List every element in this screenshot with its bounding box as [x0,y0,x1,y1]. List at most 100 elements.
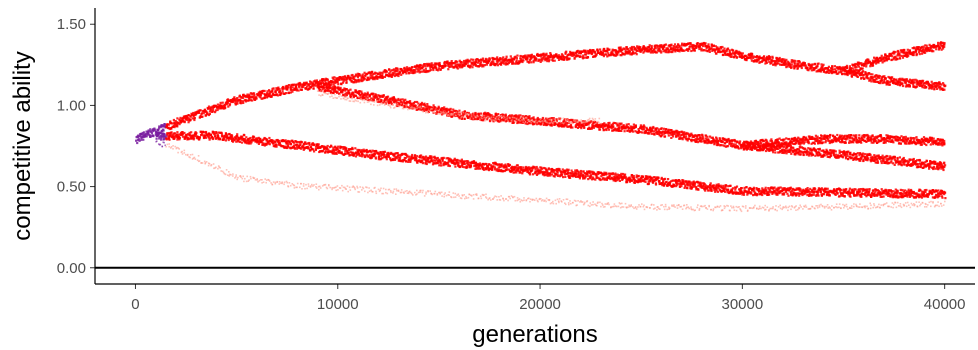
data-point [466,61,469,64]
data-point [464,63,467,66]
data-point [866,155,869,158]
data-point [704,134,708,137]
data-point [803,150,806,153]
data-point [498,59,501,62]
data-point [174,122,177,125]
data-point [674,48,677,51]
data-point [865,61,868,64]
data-point [814,134,817,137]
data-point [785,141,788,144]
data-point [765,59,768,62]
data-point [819,140,822,144]
data-point [592,124,595,127]
data-point [539,123,542,126]
data-point [620,122,623,125]
data-point [606,55,609,58]
data-point [942,47,945,50]
data-point [626,47,629,51]
data-point [802,153,805,157]
data-point [672,45,675,48]
data-point [465,115,468,118]
data-point [504,115,507,118]
data-point [488,57,491,60]
data-point [718,138,721,141]
data-point [372,95,375,98]
data-point [541,116,544,120]
data-point [496,64,500,67]
data-point [933,83,936,86]
data-point [694,137,697,140]
data-point [662,50,665,53]
data-point [650,132,653,135]
data-point [685,133,688,136]
data-point [295,87,298,90]
data-point [358,80,361,83]
data-point [783,62,786,65]
data-point [868,152,871,156]
data-point [634,124,637,127]
data-point [618,48,621,51]
data-point [810,63,813,66]
data-point [792,140,795,143]
data-point [668,128,671,132]
data-point [879,82,882,85]
data-point [510,57,513,60]
data-point [596,125,599,129]
data-point [632,45,636,49]
data-point [741,55,744,58]
data-point [782,148,785,151]
data-point [704,141,707,144]
data-point [244,100,248,103]
data-point [630,47,634,50]
data-point [887,56,890,59]
data-point [698,47,701,51]
data-point [822,63,825,66]
data-point [853,158,856,161]
data-point [431,63,434,67]
data-point [307,83,310,86]
data-point [515,116,518,119]
data-point [409,104,412,107]
data-point [246,99,249,102]
data-point [665,48,668,52]
data-point [508,118,511,122]
data-point [711,140,714,143]
data-point [484,58,488,61]
data-point [276,94,279,97]
data-point [863,136,866,139]
data-point [841,137,845,140]
data-point [937,45,941,48]
data-point [582,123,585,126]
data-point [644,131,647,134]
data-point [338,78,341,81]
data-point [456,67,459,70]
data-point [564,52,567,55]
data-point [649,126,652,129]
data-point [579,123,582,127]
data-point [797,140,800,143]
data-point [925,82,928,85]
data-point [611,49,614,52]
data-point [460,117,464,120]
data-point [530,61,533,64]
data-point [589,127,592,130]
data-point [555,119,558,122]
data-point [929,49,932,52]
data-point [893,163,896,166]
data-point [392,73,395,76]
data-point [363,96,366,99]
data-point [306,85,309,88]
data-point [849,67,852,70]
data-point [589,48,592,52]
data-point [136,141,139,145]
data-point [782,63,785,66]
data-point [481,59,484,62]
data-point [891,76,894,79]
data-point [828,139,831,143]
data-point [709,135,712,138]
data-point [483,64,487,67]
data-point [436,62,439,65]
data-point [687,42,690,45]
data-point [317,81,321,84]
data-point [923,85,926,88]
